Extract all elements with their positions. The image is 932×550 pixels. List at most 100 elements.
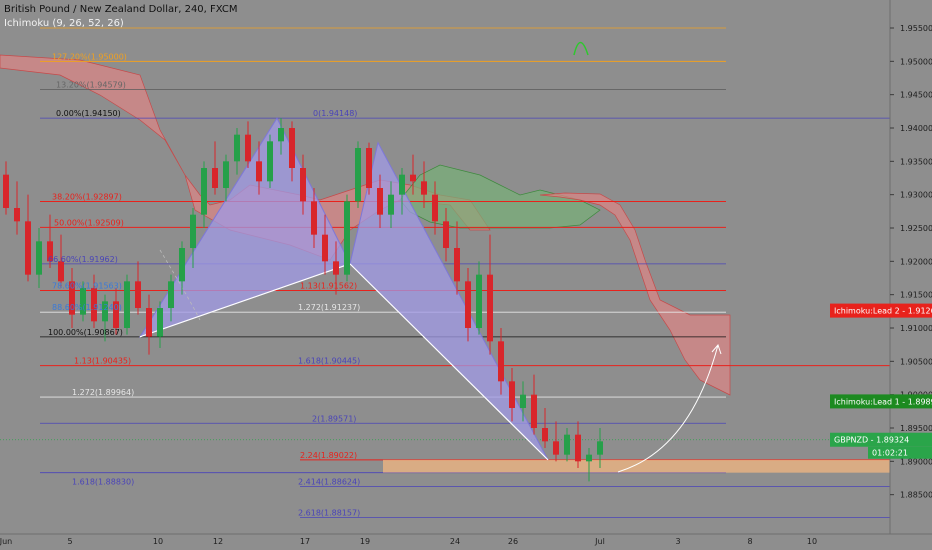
candles-group: [3, 118, 603, 482]
candle-body: [498, 341, 504, 382]
price-tick-label: 1.95000: [900, 57, 932, 66]
symbol-title[interactable]: British Pound / New Zealand Dollar, 240,…: [4, 4, 238, 15]
candle-body: [542, 428, 548, 442]
projection-arrow-line: [617, 344, 719, 473]
candle-body: [410, 174, 416, 182]
countdown-label: 01:02:21: [872, 449, 908, 458]
ichimoku-cloud-late: [539, 192, 731, 396]
fib-level-label: 1.13(1.90435): [74, 357, 131, 366]
candle-body: [531, 394, 537, 428]
price-tick-label: 1.88500: [900, 491, 932, 500]
candle-body: [124, 281, 130, 328]
candle-body: [564, 434, 570, 455]
candle-body: [597, 441, 603, 455]
candle-body: [476, 274, 482, 328]
fib-level-label: 2.618(1.88157): [298, 509, 360, 518]
candle-body: [586, 454, 592, 462]
candle-body: [278, 128, 284, 142]
price-badge: [830, 432, 932, 447]
candle-body: [36, 241, 42, 275]
harmonic-dashed-connector: [159, 249, 201, 321]
candle-body: [135, 281, 141, 308]
green-arc-marker: [573, 41, 589, 56]
time-tick-label: 8: [747, 537, 752, 546]
candle-body: [454, 248, 460, 282]
countdown-badge: [868, 446, 932, 459]
candle-body: [3, 174, 9, 208]
price-tick-label: 1.90500: [900, 357, 932, 366]
harmonic-bd-leg: [349, 263, 549, 461]
projection-arrowhead: [711, 344, 722, 355]
candle-body: [168, 281, 174, 308]
fib-level-label: 78.60%(1.91563): [52, 282, 122, 291]
time-tick-label: 12: [213, 537, 223, 546]
time-tick-label: 10: [153, 537, 163, 546]
chart-legend: British Pound / New Zealand Dollar, 240,…: [4, 3, 238, 31]
price-tick-label: 1.95500: [900, 24, 932, 33]
candle-body: [333, 261, 339, 275]
candle-body: [443, 221, 449, 248]
fib-level-label: 50.00%(1.92509): [54, 218, 124, 227]
fib-level-label: 1.13(1.91562): [300, 282, 357, 291]
candle-body: [267, 141, 273, 182]
fib-level-label: 127.20%(1.95000): [52, 52, 127, 61]
candle-body: [377, 188, 383, 215]
price-badge-label: Ichimoku:Lead 1 - 1.89899: [834, 397, 932, 406]
price-tick-label: 1.94000: [900, 124, 932, 133]
candle-body: [399, 174, 405, 195]
harmonic-xb-leg: [139, 263, 351, 338]
candle-body: [25, 221, 31, 275]
time-tick-label: 19: [360, 537, 370, 546]
candle-body: [355, 148, 361, 202]
fib-level-label: 1.618(1.88830): [72, 477, 134, 486]
indicator-label[interactable]: Ichimoku (9, 26, 52, 26): [4, 18, 124, 29]
candle-body: [58, 261, 64, 282]
fib-level-label: 2.24(1.89022): [300, 451, 357, 460]
price-badge: [830, 394, 932, 409]
time-tick-label: Jun: [0, 537, 12, 546]
fib-level-label: 13.20%(1.94579): [56, 80, 126, 89]
candle-body: [575, 434, 581, 462]
candle-body: [14, 208, 20, 222]
fib-level-label: 0(1.94148): [313, 109, 357, 118]
fib-level-label: 1.618(1.90445): [298, 357, 360, 366]
candle-body: [289, 128, 295, 168]
candle-body: [421, 181, 427, 195]
target-zone: [383, 459, 890, 473]
candle-body: [91, 288, 97, 322]
fib-level-label: 1.272(1.89964): [72, 388, 134, 397]
candle-body: [432, 194, 438, 222]
candle-body: [80, 288, 86, 315]
fib-level-label: 88.60%(1.91240): [52, 303, 122, 312]
price-tick-label: 1.92000: [900, 257, 932, 266]
candle-body: [102, 301, 108, 322]
candle-body: [465, 281, 471, 328]
candle-body: [113, 301, 119, 328]
candle-body: [520, 394, 526, 408]
price-tick-label: 1.94500: [900, 91, 932, 100]
candle-body: [69, 281, 75, 315]
time-tick-label: 24: [450, 537, 460, 546]
candle-body: [322, 234, 328, 262]
fib-level-label: 2(1.89571): [312, 414, 356, 423]
candle-body: [179, 248, 185, 282]
candle-body: [190, 214, 196, 248]
time-tick-label: 5: [67, 537, 72, 546]
candle-body: [47, 241, 53, 262]
candle-body: [311, 201, 317, 235]
price-badge-label: GBPNZD - 1.89324: [834, 436, 909, 445]
candle-body: [212, 168, 218, 188]
candle-body: [300, 168, 306, 202]
time-tick-label: Jul: [594, 537, 605, 546]
price-tick-label: 1.91000: [900, 324, 932, 333]
candle-body: [146, 308, 152, 337]
price-tick-label: 1.89000: [900, 457, 932, 466]
candle-body: [157, 308, 163, 337]
price-tick-label: 1.92500: [900, 224, 932, 233]
fib-level-label: 1.272(1.91237): [298, 303, 360, 312]
fib-level-label: 38.20%(1.92897): [52, 193, 122, 202]
candle-body: [245, 134, 251, 162]
candle-body: [256, 161, 262, 182]
